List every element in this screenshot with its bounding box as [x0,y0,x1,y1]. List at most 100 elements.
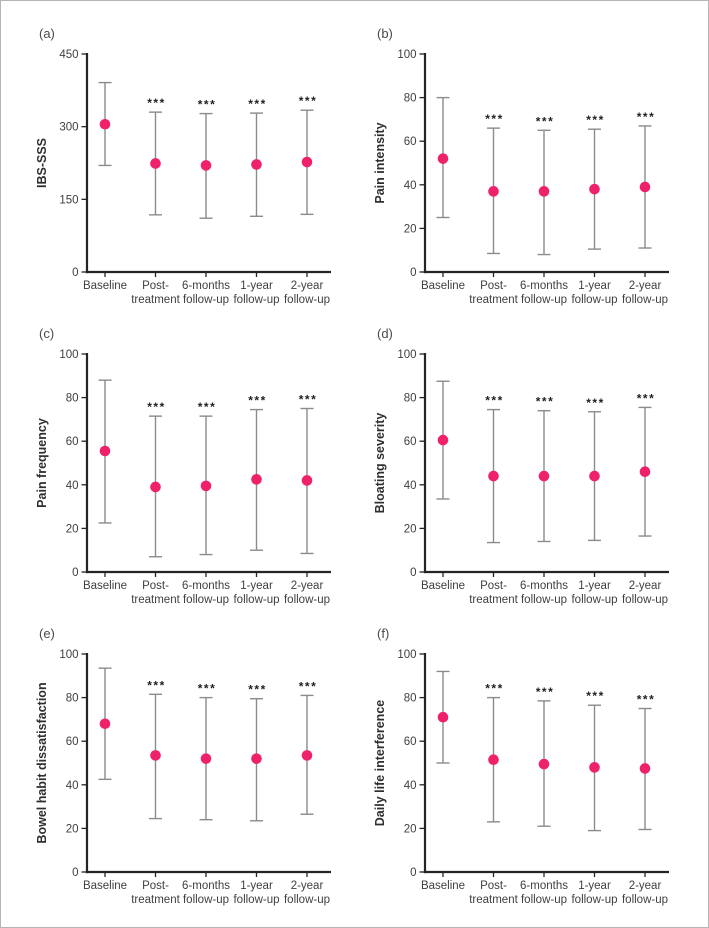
significance-marker: *** [147,400,166,414]
y-tick-label: 60 [66,436,79,448]
x-category-label: 6-months [182,280,230,292]
significance-marker: *** [248,394,267,408]
y-tick-label: 0 [72,267,78,279]
panel-b: (b) 0 20 40 60 80 100 Pain intensity Baseline Pos… [357,11,702,309]
x-category-label: follow-up [622,294,668,306]
data-point [538,758,550,770]
significance-marker: *** [198,682,217,696]
x-category-label: Post- [142,880,169,892]
data-point [251,474,262,485]
y-axis-title: Bloating severity [373,413,387,514]
significance-marker: *** [147,678,166,692]
x-category-label: 1-year [240,580,273,592]
data-point [99,445,111,457]
data-point [639,181,651,193]
data-point [150,750,161,761]
significance-marker: *** [299,393,318,407]
data-point [301,750,313,761]
data-point [150,158,161,169]
x-category-label: 6-months [520,580,568,592]
x-category-label: follow-up [183,594,229,606]
y-axis-title: Pain frequency [35,418,49,508]
panel-a: (a) 0 150 300 450 IBS-SSS Baseline Post-treatme… [19,11,364,309]
x-category-label: 2-year [291,280,324,292]
y-tick-label: 150 [59,194,78,206]
panel-chart: (b) 0 20 40 60 80 100 Pain intensity Baseline Pos… [373,26,669,306]
y-axis-title: Daily life interference [373,700,387,826]
significance-marker: *** [299,679,318,693]
panel-letter: (b) [377,26,393,41]
x-category-label: 2-year [291,880,324,892]
y-tick-label: 0 [72,567,78,579]
significance-marker: *** [637,110,656,124]
significance-marker: *** [248,97,267,111]
x-category-label: follow-up [233,594,279,606]
x-category-label: follow-up [233,294,279,306]
y-tick-label: 100 [397,349,416,361]
significance-marker: *** [198,400,217,414]
x-category-label: 2-year [629,580,662,592]
panel-letter: (e) [39,626,55,641]
data-point [200,753,212,764]
x-category-label: follow-up [521,594,567,606]
significance-marker: *** [586,396,605,410]
y-tick-label: 100 [59,649,78,661]
x-category-label: 6-months [182,580,230,592]
y-tick-label: 60 [66,736,79,748]
panel-e: (e) 0 20 40 60 80 100 Bowel habit dissatisfacti… [19,611,364,909]
data-point [437,153,449,164]
panel-chart: (c) 0 20 40 60 80 100 Pain frequency Baseline Pos… [35,326,331,606]
data-point [488,186,499,197]
panel-chart: (a) 0 150 300 450 IBS-SSS Baseline Post-treatme… [35,26,331,306]
panel-chart: (d) 0 20 40 60 80 100 Bloating severity Baseline… [373,326,669,606]
y-tick-label: 80 [404,93,417,105]
x-category-label: Baseline [421,280,465,292]
y-tick-label: 20 [66,823,79,835]
x-category-label: 1-year [240,280,273,292]
significance-marker: *** [147,96,166,110]
y-axis-title: IBS-SSS [35,138,49,188]
x-category-label: follow-up [571,894,617,906]
x-category-label: Post- [480,580,507,592]
significance-marker: *** [485,682,504,696]
panel-letter: (f) [377,626,389,641]
significance-marker: *** [586,113,605,127]
y-tick-label: 100 [397,649,416,661]
panel-chart: (e) 0 20 40 60 80 100 Bowel habit dissatisfacti… [35,626,331,906]
panel-f: (f) 0 20 40 60 80 100 Daily life interference Ba… [357,611,702,909]
x-category-label: treatment [469,894,518,906]
significance-marker: *** [637,391,656,405]
x-category-label: Baseline [421,880,465,892]
x-category-label: Baseline [83,580,127,592]
x-category-label: 1-year [578,880,611,892]
x-category-label: Post- [142,280,169,292]
significance-marker: *** [299,94,318,108]
data-point [488,470,499,482]
x-category-label: 1-year [578,580,611,592]
y-tick-label: 80 [404,693,417,705]
data-point [589,470,600,482]
y-tick-label: 0 [72,867,78,879]
y-tick-label: 0 [410,567,416,579]
y-tick-label: 40 [66,480,79,492]
x-category-label: Post- [480,880,507,892]
panel-letter: (c) [39,326,54,341]
data-point [99,718,111,730]
y-axis-title: Pain intensity [373,122,387,203]
x-category-label: follow-up [571,294,617,306]
y-tick-label: 20 [66,523,79,535]
y-tick-label: 60 [404,736,417,748]
y-tick-label: 40 [404,480,417,492]
y-tick-label: 40 [66,780,79,792]
data-point [200,480,212,492]
x-category-label: follow-up [233,894,279,906]
y-tick-label: 300 [59,122,78,134]
data-point [589,183,600,195]
y-tick-label: 20 [404,823,417,835]
x-category-label: 6-months [182,880,230,892]
x-category-label: treatment [131,894,180,906]
y-tick-label: 20 [404,523,417,535]
x-category-label: follow-up [622,894,668,906]
data-point [437,434,449,446]
